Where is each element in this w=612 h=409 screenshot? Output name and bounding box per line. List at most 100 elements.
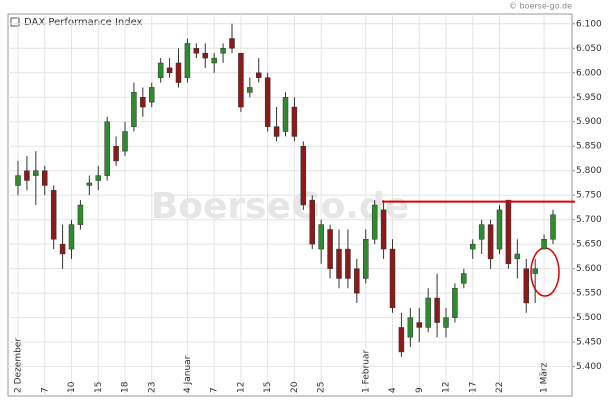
y-tick-label: 5.650 bbox=[576, 240, 602, 250]
candle-body bbox=[389, 248, 396, 309]
x-tick-label: 1 Februar bbox=[361, 350, 371, 393]
candle-body bbox=[327, 229, 333, 269]
y-tick-label: 5.800 bbox=[576, 166, 602, 176]
x-tick-label: 15 bbox=[263, 382, 273, 393]
candle-body bbox=[461, 273, 467, 284]
candle-body bbox=[470, 243, 476, 250]
candle-body bbox=[443, 317, 449, 328]
candle-body bbox=[202, 52, 208, 59]
y-tick-label: 6.100 bbox=[576, 19, 602, 29]
y-tick-label: 6.050 bbox=[576, 44, 602, 54]
candle-body bbox=[425, 297, 431, 328]
candle-body bbox=[68, 224, 75, 250]
x-tick-label: 22 bbox=[495, 382, 505, 393]
candle-body bbox=[514, 253, 521, 260]
x-tick-label: 23 bbox=[147, 382, 157, 393]
x-tick-label: 7 bbox=[210, 387, 220, 393]
y-tick-label: 6.000 bbox=[576, 68, 602, 78]
x-tick-label: 18 bbox=[121, 381, 131, 393]
candle-body bbox=[416, 322, 422, 328]
candle-body bbox=[505, 199, 512, 265]
candle-body bbox=[407, 317, 414, 338]
legend-box bbox=[10, 17, 20, 27]
candle-body bbox=[354, 268, 360, 294]
candle-body bbox=[496, 209, 503, 250]
candle-body bbox=[149, 87, 155, 103]
plot-area bbox=[7, 13, 573, 397]
candle-body bbox=[398, 327, 405, 353]
candle-body bbox=[318, 224, 324, 250]
candle-body bbox=[300, 145, 307, 206]
candle-body bbox=[229, 38, 235, 49]
x-tick-label: 15 bbox=[94, 382, 104, 393]
candle-body bbox=[175, 62, 182, 83]
watermark: BoerseGo.de bbox=[151, 186, 409, 227]
y-tick-label: 5.750 bbox=[576, 191, 602, 201]
x-tick-label: 1 März bbox=[540, 362, 550, 393]
x-tick-label: 17 bbox=[468, 382, 478, 393]
x-tick-label: 7 bbox=[40, 387, 50, 393]
candle-body bbox=[113, 145, 119, 162]
candle-body bbox=[371, 204, 378, 240]
candle-body bbox=[220, 48, 226, 54]
chart-title: DAX Performance Index bbox=[24, 17, 143, 28]
candle-body bbox=[24, 170, 30, 181]
x-tick-label: 4 Januar bbox=[183, 355, 193, 393]
candle-body bbox=[532, 268, 538, 274]
candle-body bbox=[550, 214, 556, 240]
candle-body bbox=[42, 170, 48, 186]
y-tick-label: 5.850 bbox=[576, 142, 602, 152]
x-tick-label: 12 bbox=[236, 382, 246, 393]
candle-body bbox=[50, 190, 57, 240]
candle-body bbox=[193, 48, 200, 54]
y-tick-label: 5.900 bbox=[576, 117, 602, 127]
candle-body bbox=[273, 126, 280, 137]
y-tick-label: 5.950 bbox=[576, 93, 602, 103]
candle-body bbox=[345, 248, 351, 279]
candle-body bbox=[131, 92, 137, 127]
candle-body bbox=[478, 224, 485, 240]
candle-body bbox=[336, 248, 342, 279]
x-tick-label: 25 bbox=[317, 382, 327, 393]
candle-body bbox=[211, 57, 217, 64]
candle-body bbox=[380, 209, 387, 250]
candle-body bbox=[541, 239, 547, 250]
candle-body bbox=[247, 87, 253, 93]
candle-body bbox=[363, 239, 369, 279]
candle-body bbox=[523, 268, 529, 304]
y-tick-label: 5.550 bbox=[576, 289, 602, 299]
candle-body bbox=[59, 243, 66, 255]
candle-body bbox=[77, 204, 84, 225]
x-tick-label: 4 bbox=[388, 387, 398, 393]
source: © boerse-go.de bbox=[509, 2, 572, 11]
candle-body bbox=[434, 297, 440, 323]
candle-body bbox=[95, 175, 101, 181]
candle-body bbox=[452, 288, 458, 318]
candle-body bbox=[140, 97, 146, 108]
y-tick-label: 5.450 bbox=[576, 338, 602, 348]
candle-body bbox=[238, 52, 244, 108]
x-tick-label: 20 bbox=[290, 381, 300, 393]
candle-body bbox=[291, 106, 298, 137]
x-tick-label: 12 bbox=[442, 382, 452, 393]
x-tick-label: 9 bbox=[415, 387, 425, 393]
candle-body bbox=[264, 77, 271, 127]
candle-body bbox=[104, 121, 110, 176]
candle-body bbox=[487, 224, 494, 260]
candle-body bbox=[157, 62, 164, 78]
candle-body bbox=[256, 72, 262, 78]
y-tick-label: 5.400 bbox=[576, 362, 602, 372]
candle-body bbox=[282, 97, 289, 132]
y-tick-label: 5.600 bbox=[576, 264, 602, 274]
candle-body bbox=[309, 199, 315, 245]
candle-body bbox=[86, 182, 93, 186]
y-tick-label: 5.500 bbox=[576, 313, 602, 323]
candle-body bbox=[166, 67, 173, 74]
candle-body bbox=[122, 131, 128, 152]
y-tick-label: 5.700 bbox=[576, 215, 602, 225]
x-tick-label: 2 Dezember bbox=[14, 338, 24, 393]
x-tick-label: 10 bbox=[67, 381, 77, 393]
candle-body bbox=[33, 170, 39, 176]
candle-body bbox=[184, 43, 191, 78]
